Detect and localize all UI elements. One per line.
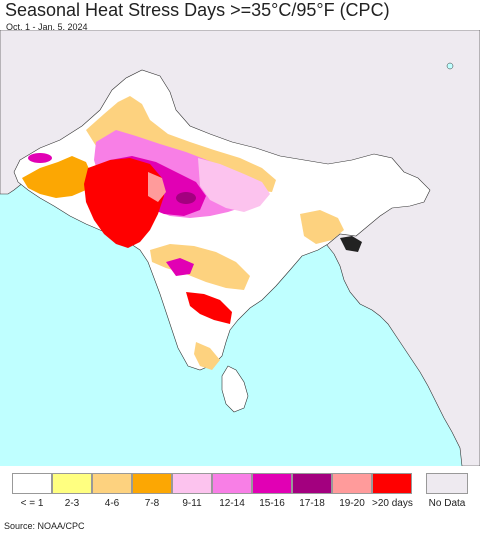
zone-dark-purple-1 — [176, 192, 196, 204]
legend-label-4: 9-11 — [182, 498, 202, 509]
zone-salmon — [148, 172, 166, 202]
legend-swatch-7 — [292, 473, 332, 494]
legend-label-no-data: No Data — [428, 498, 466, 509]
sri-lanka — [221, 365, 249, 413]
legend-swatch-8 — [332, 473, 372, 494]
legend-label-9: >20 days — [372, 498, 413, 509]
zone-red-deccan — [186, 292, 232, 324]
legend-label-1: 2-3 — [64, 498, 80, 509]
legend-label-0: < = 1 — [20, 498, 44, 509]
heat-stress-map — [0, 30, 480, 466]
legend-label-5: 12-14 — [219, 498, 245, 509]
legend-swatch-1 — [52, 473, 92, 494]
map-canvas — [0, 30, 480, 466]
legend: < = 1 2-3 4-6 7-8 9-11 12-14 15-16 17-18 19-20 >2… — [10, 471, 470, 513]
legend-label-3: 7-8 — [144, 498, 160, 509]
bangladesh-coast — [340, 236, 362, 252]
legend-label-7: 17-18 — [299, 498, 325, 509]
map-title: Seasonal Heat Stress Days >=35°C/95°F (C… — [5, 0, 390, 20]
zone-orange-central — [150, 244, 250, 290]
zone-magenta-central — [166, 258, 194, 276]
legend-swatch-0 — [12, 473, 52, 494]
legend-swatch-no-data — [426, 473, 468, 494]
zone-light-pink — [198, 158, 270, 212]
legend-swatch-4 — [172, 473, 212, 494]
legend-swatch-2 — [92, 473, 132, 494]
island-dot-1 — [446, 62, 454, 70]
legend-swatch-6 — [252, 473, 292, 494]
legend-swatch-3 — [132, 473, 172, 494]
legend-swatch-9 — [372, 473, 412, 494]
zone-red-northwest — [84, 158, 164, 248]
zone-light-orange-south — [194, 342, 220, 370]
legend-label-2: 4-6 — [104, 498, 120, 509]
legend-label-6: 15-16 — [259, 498, 285, 509]
zone-dark-purple-2 — [28, 153, 52, 163]
zone-orange-east — [300, 210, 344, 244]
source-credit: Source: NOAA/CPC — [4, 521, 85, 531]
legend-label-8: 19-20 — [339, 498, 365, 509]
legend-swatch-5 — [212, 473, 252, 494]
map-date-range: Oct. 1 - Jan. 5, 2024 — [6, 22, 88, 32]
zone-orange-west — [22, 156, 92, 198]
